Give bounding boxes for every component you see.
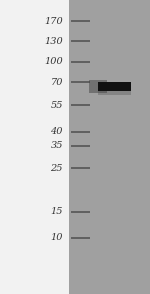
Bar [98,91,130,95]
Bar [88,80,107,93]
Bar [98,82,130,91]
Text: 130: 130 [44,37,63,46]
Text: 25: 25 [51,164,63,173]
Text: 100: 100 [44,57,63,66]
Text: 170: 170 [44,17,63,26]
Text: 70: 70 [51,78,63,87]
Text: 40: 40 [51,127,63,136]
Bar [0,0,69,294]
Text: 55: 55 [51,101,63,110]
Text: 35: 35 [51,141,63,150]
Text: 15: 15 [51,207,63,216]
Text: 10: 10 [51,233,63,242]
